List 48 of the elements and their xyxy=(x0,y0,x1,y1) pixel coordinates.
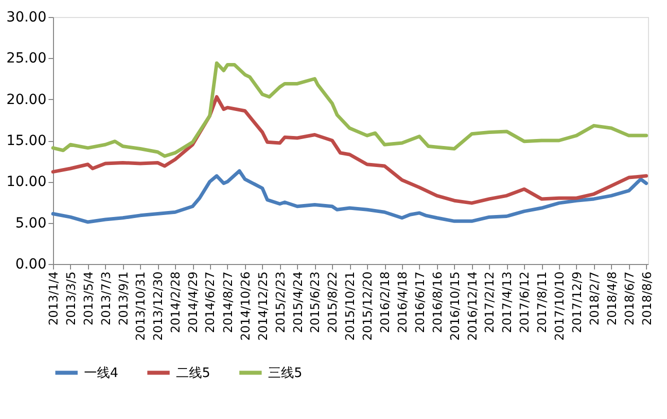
x-tick-label: 2014/8/27 xyxy=(220,272,235,334)
x-tick-label: 2018/4/8 xyxy=(604,272,619,326)
x-tick-label: 2018/8/6 xyxy=(640,272,654,326)
y-tick-label: 5.00 xyxy=(15,215,46,232)
y-tick-label: 25.00 xyxy=(6,50,46,67)
y-tick-label: 10.00 xyxy=(6,174,46,190)
x-tick-label: 2015/4/24 xyxy=(290,272,305,334)
x-tick-label: 2017/10/10 xyxy=(552,272,567,341)
x-tick-label: 2013/9/1 xyxy=(116,272,130,326)
line-series xyxy=(51,95,648,205)
x-tick-label: 2015/12/20 xyxy=(360,272,375,341)
x-tick-label: 2015/10/21 xyxy=(343,272,358,341)
x-tick-label: 2014/2/28 xyxy=(168,272,183,334)
x-tick-label: 2015/2/23 xyxy=(273,272,288,334)
x-tick-label: 2014/12/25 xyxy=(256,272,270,341)
x-tick-label: 2017/6/12 xyxy=(518,272,532,334)
x-tick-label: 2014/4/29 xyxy=(186,272,200,334)
x-tick-label: 2016/10/15 xyxy=(448,272,462,341)
y-tick-label: 20.00 xyxy=(6,92,46,108)
x-tick-label: 2014/10/26 xyxy=(238,272,252,341)
x-tick-label: 2017/8/11 xyxy=(535,272,550,334)
x-tick-label: 2017/12/9 xyxy=(570,272,584,334)
x-tick-label: 2014/6/27 xyxy=(203,272,218,334)
x-tick-label: 2017/4/13 xyxy=(500,272,514,334)
x-tick-label: 2017/2/12 xyxy=(482,272,497,334)
x-tick-label: 2016/6/17 xyxy=(412,272,427,334)
legend-label: 一线4 xyxy=(84,366,118,381)
x-tick-label: 2016/4/18 xyxy=(395,272,410,334)
x-tick-label: 2018/6/7 xyxy=(622,272,636,326)
x-tick-label: 2013/5/4 xyxy=(81,272,96,326)
x-tick-label: 2013/1/4 xyxy=(46,272,60,326)
y-tick-label: 0.00 xyxy=(15,256,46,272)
line-series xyxy=(51,61,648,158)
x-tick-label: 2013/12/30 xyxy=(151,272,166,341)
y-tick-label: 30.00 xyxy=(6,10,46,26)
y-tick-label: 15.00 xyxy=(6,133,46,149)
legend-label: 二线5 xyxy=(176,366,210,381)
x-tick-label: 2013/3/5 xyxy=(64,272,78,326)
legend-label: 三线5 xyxy=(268,366,302,381)
line-series xyxy=(51,169,648,224)
x-tick-label: 2016/2/18 xyxy=(378,272,392,334)
x-tick-label: 2013/10/31 xyxy=(134,272,148,341)
x-tick-label: 2013/7/3 xyxy=(98,272,113,326)
x-tick-label: 2018/2/7 xyxy=(587,272,602,326)
x-tick-label: 2015/8/22 xyxy=(326,272,340,334)
x-tick-label: 2016/12/14 xyxy=(465,272,480,341)
x-tick-label: 2016/8/16 xyxy=(430,272,444,334)
x-tick-label: 2015/6/23 xyxy=(308,272,322,334)
